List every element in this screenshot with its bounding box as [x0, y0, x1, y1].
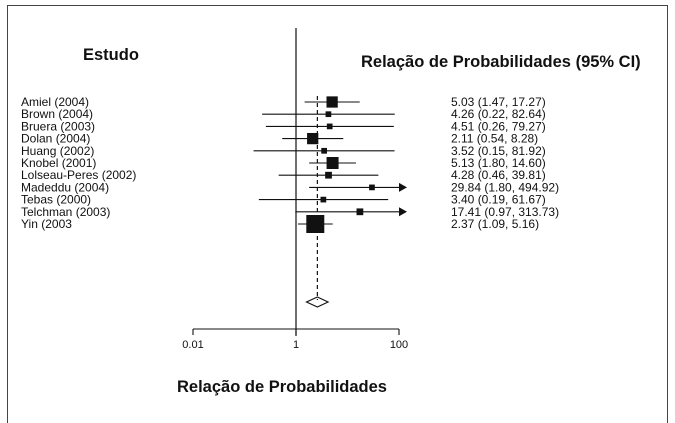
study-label: Telchman (2003) — [21, 205, 110, 219]
study-estimate-text: 2.37 (1.09, 5.16) — [451, 217, 539, 231]
study-estimate-text: 3.40 (0.19, 61.67) — [451, 193, 546, 207]
study-label: Bruera (2003) — [21, 119, 95, 133]
x-axis-label: Relação de Probabilidades — [177, 378, 387, 396]
study-estimate-text: 17.41 (0.97, 313.73) — [451, 205, 559, 219]
study-label: Amiel (2004) — [21, 95, 89, 109]
study-estimate-text: 2.11 (0.54, 8.28) — [451, 132, 538, 146]
study-estimate-text: 4.51 (0.26, 79.27) — [451, 119, 546, 133]
study-weight-square — [321, 147, 327, 154]
study-estimate-text: 4.26 (0.22, 82.64) — [451, 107, 546, 121]
x-tick-label: 1 — [293, 339, 299, 351]
study-weight-square — [325, 171, 332, 179]
study-estimate-text: 4.28 (0.46, 39.81) — [451, 168, 546, 182]
study-label: Madeddu (2004) — [21, 180, 109, 194]
interval-arrow — [399, 207, 407, 217]
pooled-estimate-diamond — [305, 296, 330, 308]
study-label: Knobel (2001) — [21, 156, 96, 170]
study-label: Brown (2004) — [21, 107, 93, 121]
study-label: Lolseau-Peres (2002) — [21, 168, 136, 182]
study-estimate-text: 5.13 (1.80, 14.60) — [451, 156, 546, 170]
x-tick-label: 0.01 — [182, 339, 203, 351]
study-weight-square — [325, 111, 332, 118]
study-weight-square — [307, 132, 319, 145]
x-tick-label: 100 — [390, 339, 408, 351]
study-weight-square — [369, 184, 375, 191]
study-weight-square — [320, 196, 327, 203]
study-weight-square — [326, 96, 338, 108]
study-estimate-text: 5.03 (1.47, 17.27) — [451, 95, 546, 109]
study-label: Dolan (2004) — [21, 132, 90, 146]
study-label: Huang (2002) — [21, 144, 94, 158]
study-label: Tebas (2000) — [21, 193, 91, 207]
study-weight-square — [356, 208, 364, 216]
study-estimate-text: 3.52 (0.15, 81.92) — [451, 144, 546, 158]
study-estimate-text: 29.84 (1.80, 494.92) — [451, 180, 559, 194]
figure-frame — [7, 5, 668, 423]
study-weight-square — [306, 215, 325, 233]
odds-ratio-header: Relação de Probabilidades (95% CI) — [361, 53, 641, 71]
interval-arrow — [399, 182, 407, 192]
study-weight-square — [326, 123, 333, 130]
studies-header: Estudo — [83, 46, 139, 64]
study-label: Yin (2003 — [21, 217, 72, 231]
study-weight-square — [326, 157, 339, 169]
